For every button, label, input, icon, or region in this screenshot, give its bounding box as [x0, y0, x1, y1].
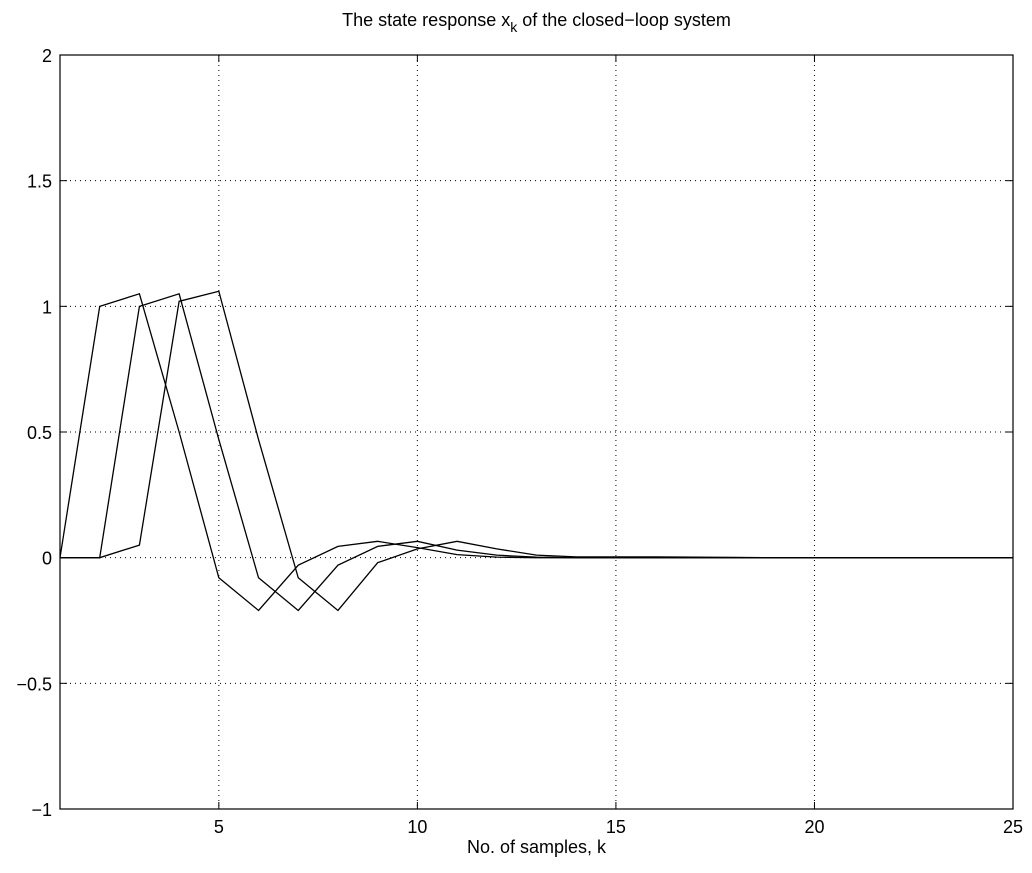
x-tick-label: 20: [804, 817, 824, 837]
y-tick-label: 0: [42, 549, 52, 569]
y-tick-label: −0.5: [16, 674, 52, 694]
x-tick-label: 15: [606, 817, 626, 837]
ticks: [60, 54, 1014, 810]
series-group: [59, 290, 1013, 612]
y-tick-label: 1.5: [27, 172, 52, 192]
y-tick-label: 0.5: [27, 423, 52, 443]
x-tick-label: 5: [214, 817, 224, 837]
x-tick-label: 25: [1003, 817, 1023, 837]
y-tick-label: 1: [42, 297, 52, 317]
chart-title-subscript: k: [510, 19, 518, 35]
x-axis-label: No. of samples, k: [467, 837, 607, 857]
chart-title: The state response xk of the closed−loop…: [342, 10, 731, 35]
series-line-3: [60, 290, 1013, 612]
y-tick-labels: −1 −0.5 0 0.5 1 1.5 2: [16, 46, 52, 820]
chart-title-main: The state response x: [342, 10, 510, 30]
x-tick-label: 10: [407, 817, 427, 837]
chart-title-rest: of the closed−loop system: [517, 10, 731, 30]
y-tick-label: 2: [42, 46, 52, 66]
x-tick-labels: 5 10 15 20 25: [214, 817, 1023, 837]
y-tick-label: −1: [31, 800, 52, 820]
